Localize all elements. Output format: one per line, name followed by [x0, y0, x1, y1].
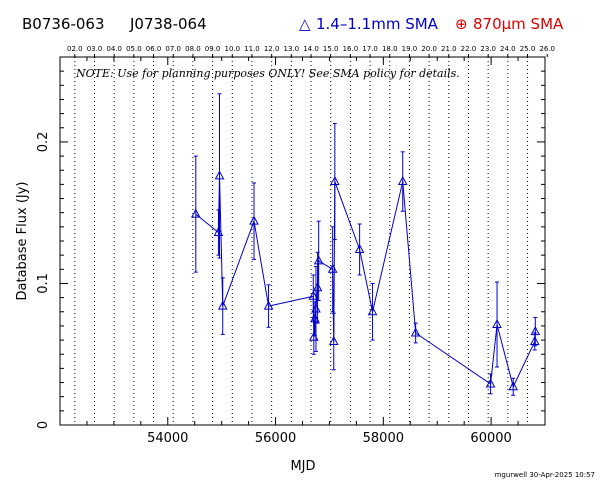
- top-axis-year-label: 10.0: [224, 45, 240, 53]
- y-axis: 0 0.1 0.2: [36, 70, 545, 429]
- planning-note: NOTE: Use for planning purposes ONLY! Se…: [75, 67, 460, 80]
- data-point-triangle: [190, 208, 201, 218]
- top-axis-year-label: 16.0: [343, 45, 359, 53]
- data-point-triangle: [263, 300, 274, 310]
- data-point-triangle: [214, 170, 225, 180]
- legend-870um-label: 870μm SMA: [473, 15, 564, 33]
- top-year-axis: 02.0 03.0 04.0 05.0 06.0 07.0 08.0 09.0 10.0 11.0…: [67, 45, 555, 57]
- top-axis-year-label: 11.0: [244, 45, 260, 53]
- year-gridlines: [74, 57, 529, 425]
- plot-frame: [59, 56, 546, 426]
- top-axis-year-label: 02.0: [67, 45, 83, 53]
- data-point-triangle: [328, 335, 339, 345]
- series-line: [195, 175, 536, 389]
- x-tick-label: 56000: [255, 431, 296, 446]
- data-point-triangle: [217, 300, 228, 310]
- x-axis: 54000 56000 58000 60000: [86, 57, 519, 446]
- data-point-triangle: [310, 313, 320, 323]
- data-point-triangle: [492, 318, 502, 329]
- top-axis-year-label: 15.0: [323, 45, 339, 53]
- credit-line: mgurwell 30-Apr-2025 10:57: [495, 471, 595, 479]
- y-tick-label: 0.1: [36, 273, 51, 294]
- data-point-triangle: [397, 175, 408, 186]
- top-axis-year-label: 20.0: [421, 45, 437, 53]
- top-axis-year-label: 19.0: [402, 45, 418, 53]
- data-point-triangle: [327, 263, 338, 273]
- data-point-triangle: [312, 282, 323, 292]
- y-axis-label: Database Flux (Jy): [15, 182, 30, 301]
- legend-triangle-icon: △: [299, 15, 311, 33]
- source-alt-name: J0738-064: [129, 15, 207, 33]
- data-point-triangle: [508, 381, 519, 391]
- data-point-triangle: [354, 243, 365, 253]
- data-point-triangle: [485, 378, 496, 388]
- top-axis-year-label: 09.0: [205, 45, 221, 53]
- legend-circle-plus-icon: ⊕: [455, 15, 468, 33]
- top-axis-year-label: 25.0: [520, 45, 536, 53]
- top-axis-year-label: 26.0: [539, 45, 555, 53]
- x-tick-label: 58000: [363, 431, 404, 446]
- data-point-triangle: [330, 175, 340, 186]
- top-axis-year-label: 14.0: [303, 45, 319, 53]
- top-axis-year-label: 12.0: [264, 45, 280, 53]
- data-point-triangle: [308, 290, 319, 300]
- y-tick-label: 0: [36, 421, 51, 429]
- top-axis-year-label: 06.0: [146, 45, 162, 53]
- legend-1mm-label: 1.4–1.1mm SMA: [316, 15, 439, 33]
- y-tick-label: 0.2: [36, 132, 51, 153]
- series-1mm: [190, 93, 541, 396]
- top-axis-year-label: 17.0: [362, 45, 378, 53]
- data-point-triangle: [529, 335, 540, 345]
- top-axis-year-label: 24.0: [500, 45, 516, 53]
- data-point-triangle: [530, 326, 541, 336]
- top-axis-year-label: 03.0: [87, 45, 103, 53]
- top-axis-year-label: 13.0: [284, 45, 300, 53]
- top-axis-year-label: 07.0: [165, 45, 181, 53]
- data-point-triangle: [367, 306, 378, 316]
- top-axis-year-label: 04.0: [106, 45, 122, 53]
- top-axis-year-label: 23.0: [480, 45, 496, 53]
- source-name: B0736-063: [22, 15, 105, 33]
- data-point-triangle: [410, 327, 421, 337]
- data-point-triangle: [249, 215, 259, 225]
- top-axis-year-label: 18.0: [382, 45, 398, 53]
- x-tick-label: 54000: [147, 431, 188, 446]
- data-point-triangle: [213, 226, 224, 237]
- data-point-triangle: [313, 255, 324, 265]
- top-axis-year-label: 08.0: [185, 45, 201, 53]
- top-axis-year-label: 22.0: [461, 45, 477, 53]
- top-axis-year-label: 21.0: [441, 45, 457, 53]
- x-tick-label: 60000: [470, 431, 511, 446]
- top-axis-year-label: 05.0: [126, 45, 142, 53]
- x-axis-label: MJD: [290, 459, 315, 474]
